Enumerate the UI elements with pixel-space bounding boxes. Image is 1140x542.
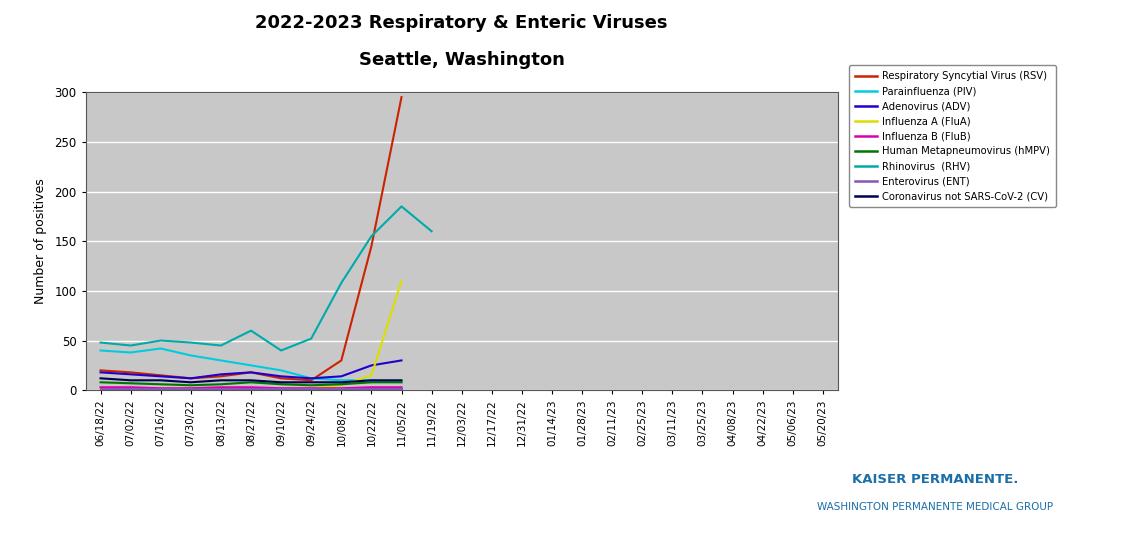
Text: 2022-2023 Respiratory & Enteric Viruses: 2022-2023 Respiratory & Enteric Viruses <box>255 14 668 31</box>
Text: WASHINGTON PERMANENTE MEDICAL GROUP: WASHINGTON PERMANENTE MEDICAL GROUP <box>816 502 1053 512</box>
Legend: Respiratory Syncytial Virus (RSV), Parainfluenza (PIV), Adenovirus (ADV), Influe: Respiratory Syncytial Virus (RSV), Parai… <box>849 65 1056 207</box>
Text: KAISER PERMANENTE.: KAISER PERMANENTE. <box>852 473 1018 486</box>
Y-axis label: Number of positives: Number of positives <box>34 178 47 304</box>
Text: Seattle, Washington: Seattle, Washington <box>359 51 564 69</box>
